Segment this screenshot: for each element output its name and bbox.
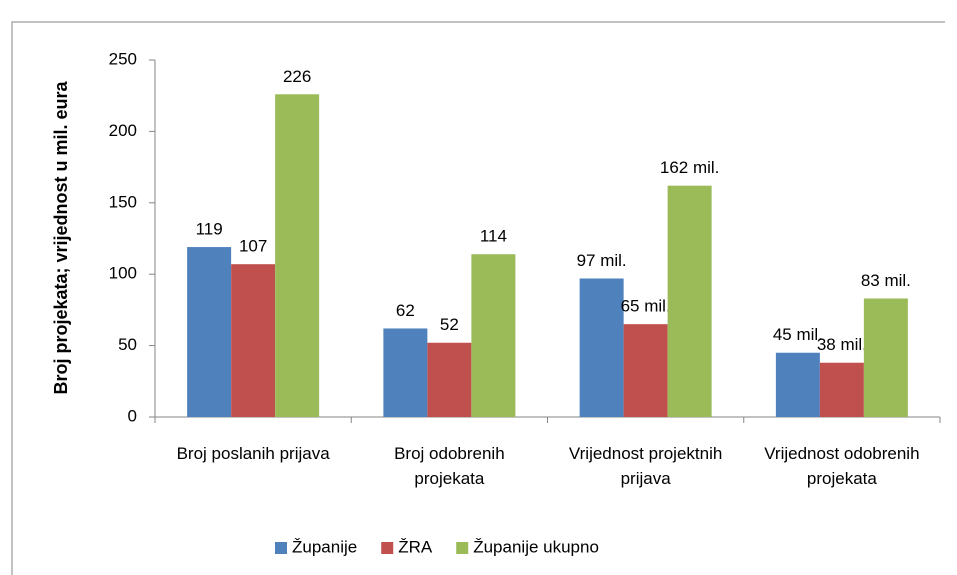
y-axis-label: Broj projekata; vrijednost u mil. eura: [51, 80, 71, 394]
bar: [863, 298, 908, 417]
legend-label: Županije ukupno: [473, 537, 599, 556]
legend-swatch: [381, 542, 394, 554]
bar: [275, 94, 320, 417]
legend-swatch: [275, 542, 287, 554]
x-tick-label: Vrijednost projektnih prijava: [569, 444, 722, 488]
y-tick-label: 50: [118, 335, 137, 354]
bar: [819, 362, 864, 417]
data-label: 226: [283, 67, 311, 86]
bar: [383, 328, 428, 417]
bar: [471, 254, 516, 417]
data-label: 65 mil.: [621, 297, 671, 316]
bar: [579, 278, 624, 417]
data-label: 38 mil.: [817, 335, 867, 354]
data-label: 45 mil.: [773, 325, 823, 344]
x-tick-label: Broj poslanih prijava: [177, 444, 331, 463]
data-label: 119: [196, 220, 223, 239]
y-tick-label: 100: [109, 264, 137, 283]
y-tick-label: 150: [109, 192, 137, 211]
data-label: 83 mil.: [861, 271, 911, 290]
bar: [427, 342, 472, 417]
x-tick-label: Vrijednost odobrenih projekata: [764, 444, 919, 488]
chart-border: [11, 21, 945, 575]
legend-swatch: [456, 542, 469, 554]
data-label: 162 mil.: [660, 158, 720, 177]
y-tick-label: 250: [109, 49, 137, 68]
data-label: 62: [396, 301, 415, 320]
bar: [623, 324, 668, 417]
y-tick-label: 200: [109, 121, 137, 140]
legend-label: ŽRA: [398, 537, 433, 556]
data-label: 52: [440, 315, 459, 334]
legend-label: Županije: [292, 537, 357, 556]
x-tick-label: Broj odobrenih projekata: [394, 444, 505, 488]
bar: [231, 264, 276, 417]
data-label: 107: [239, 237, 267, 256]
data-label: 97 mil.: [577, 251, 627, 270]
data-label: 114: [480, 227, 507, 246]
bar: [775, 352, 820, 417]
bar: [667, 185, 712, 417]
bar: [187, 247, 232, 417]
y-tick-label: 0: [128, 406, 137, 425]
